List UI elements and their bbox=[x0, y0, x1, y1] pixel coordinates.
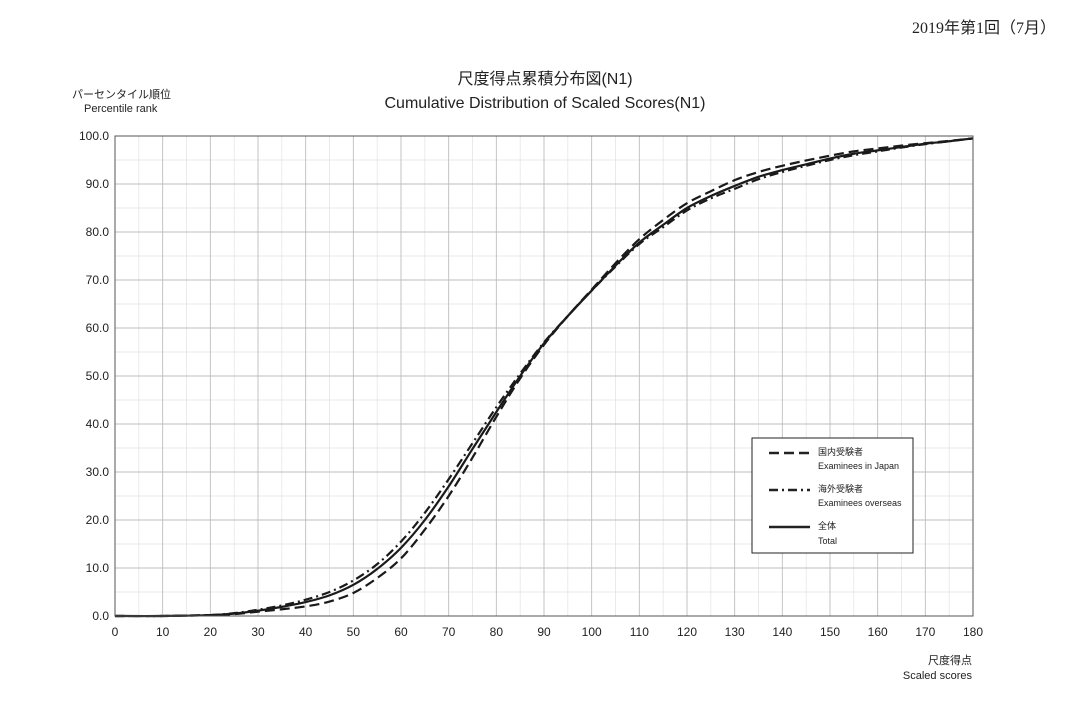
y-tick-label: 0.0 bbox=[92, 609, 109, 623]
legend-label-japan: 国内受験者 bbox=[818, 446, 863, 457]
x-tick-label: 40 bbox=[299, 625, 313, 639]
legend-label-total: 全体 bbox=[818, 520, 836, 531]
x-axis-label: 尺度得点 bbox=[928, 653, 972, 667]
legend: 国内受験者 Examinees in Japan 海外受験者 Examinees… bbox=[751, 437, 914, 554]
x-tick-label: 180 bbox=[963, 625, 983, 639]
x-tick-label: 100 bbox=[582, 625, 602, 639]
x-tick-label: 90 bbox=[537, 625, 551, 639]
y-tick-label: 10.0 bbox=[86, 561, 110, 575]
x-tick-label: 0 bbox=[112, 625, 119, 639]
y-tick-label: 70.0 bbox=[86, 273, 110, 287]
x-tick-label: 30 bbox=[251, 625, 265, 639]
x-tick-label: 160 bbox=[868, 625, 888, 639]
y-tick-label: 90.0 bbox=[86, 177, 110, 191]
series-line-total bbox=[114, 137, 974, 618]
x-tick-label: 130 bbox=[725, 625, 745, 639]
legend-label-japan-en: Examinees in Japan bbox=[818, 461, 899, 471]
x-tick-label: 120 bbox=[677, 625, 697, 639]
legend-box bbox=[751, 437, 914, 554]
x-tick-label: 60 bbox=[394, 625, 408, 639]
chart-subtitle: Cumulative Distribution of Scaled Scores… bbox=[384, 95, 705, 112]
x-tick-label: 50 bbox=[347, 625, 361, 639]
chart-title: 尺度得点累積分布図(N1) bbox=[457, 70, 632, 88]
series-line-overseas bbox=[114, 137, 974, 618]
plot-frame bbox=[114, 135, 974, 617]
x-tick-label: 140 bbox=[772, 625, 792, 639]
x-tick-label: 150 bbox=[820, 625, 840, 639]
y-tick-label: 50.0 bbox=[86, 369, 110, 383]
x-tick-labels: 0 10 20 30 40 50 60 70 80 90 100 110 120 130 140 150 160… bbox=[112, 625, 984, 639]
x-tick-label: 70 bbox=[442, 625, 456, 639]
series-lines bbox=[114, 137, 974, 618]
legend-label-total-en: Total bbox=[818, 536, 837, 546]
x-tick-label: 20 bbox=[204, 625, 218, 639]
y-tick-labels: 0.0 10.0 20.0 30.0 40.0 50.0 60.0 70.0 80.0 90.0 1… bbox=[79, 129, 109, 623]
x-tick-label: 10 bbox=[156, 625, 170, 639]
y-tick-label: 60.0 bbox=[86, 321, 110, 335]
page-header: 2019年第1回（7月） bbox=[911, 20, 1056, 37]
x-axis-label-en: Scaled scores bbox=[903, 670, 973, 682]
y-tick-label: 40.0 bbox=[86, 417, 110, 431]
y-tick-label: 20.0 bbox=[86, 513, 110, 527]
y-axis-label: パーセンタイル順位 bbox=[72, 87, 171, 101]
x-tick-label: 80 bbox=[490, 625, 504, 639]
legend-label-overseas-en: Examinees overseas bbox=[818, 498, 902, 508]
y-axis-label-en: Percentile rank bbox=[84, 103, 158, 115]
x-tick-label: 110 bbox=[630, 625, 649, 639]
y-tick-label: 30.0 bbox=[86, 465, 110, 479]
x-tick-label: 170 bbox=[915, 625, 935, 639]
y-tick-label: 100.0 bbox=[79, 129, 109, 143]
y-tick-label: 80.0 bbox=[86, 225, 110, 239]
legend-label-overseas: 海外受験者 bbox=[818, 483, 863, 494]
